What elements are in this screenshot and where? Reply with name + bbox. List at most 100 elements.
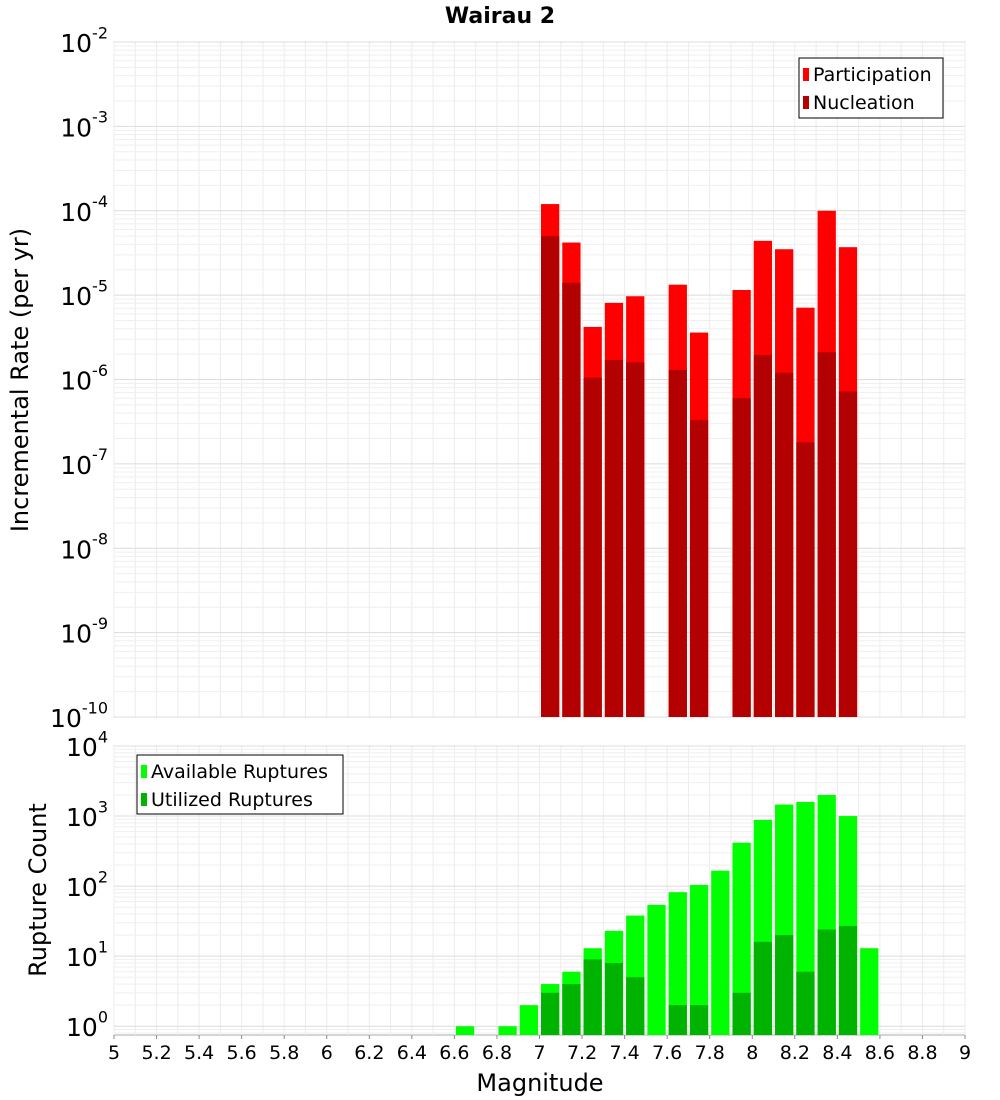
y-tick-label: 10-5 <box>60 276 108 311</box>
x-tick-label: 5.2 <box>141 1042 171 1064</box>
x-tick-label: 7.8 <box>695 1042 725 1064</box>
y-tick-label: 10-10 <box>50 698 108 733</box>
tick-exponent: -7 <box>92 445 108 464</box>
bar <box>647 904 666 1035</box>
y-tick-label: 10-3 <box>60 108 108 143</box>
x-tick-label: 5.8 <box>269 1042 299 1064</box>
bar <box>711 870 730 1035</box>
x-tick-label: 6.6 <box>439 1042 469 1064</box>
x-tick-label: 6.8 <box>482 1042 512 1064</box>
bar <box>753 941 773 1035</box>
x-axis-label: Magnitude <box>476 1069 603 1097</box>
legend-swatch <box>141 765 147 778</box>
bar <box>626 977 645 1035</box>
bar <box>817 352 836 717</box>
x-tick-label: 7.6 <box>652 1042 682 1064</box>
legend-label: Nucleation <box>813 92 915 114</box>
top-bars <box>541 204 858 718</box>
tick-base: 10 <box>60 198 92 227</box>
bar <box>668 1005 687 1035</box>
x-tick-label: 7.4 <box>609 1042 639 1064</box>
tick-base: 10 <box>66 943 98 972</box>
bar <box>732 398 751 717</box>
y-tick-label: 103 <box>66 797 108 832</box>
legend-label: Participation <box>813 64 932 86</box>
bar <box>689 420 709 717</box>
legend-label: Available Ruptures <box>151 761 328 783</box>
y-tick-label: 10-2 <box>60 23 108 58</box>
tick-exponent: 0 <box>98 1007 108 1026</box>
bottom-y-axis-label: Rupture Count <box>24 803 52 977</box>
bar <box>775 935 794 1035</box>
x-tick-label: 9 <box>959 1042 971 1064</box>
chart-title: Wairau 2 <box>445 4 555 29</box>
tick-exponent: -9 <box>92 614 108 633</box>
tick-exponent: -10 <box>82 698 108 717</box>
bar <box>796 442 815 717</box>
x-tick-label: 8.2 <box>780 1042 810 1064</box>
bar <box>583 377 602 717</box>
bar <box>541 236 560 717</box>
tick-base: 10 <box>60 451 92 480</box>
x-tick-label: 6 <box>321 1042 333 1064</box>
tick-base: 10 <box>66 1013 98 1042</box>
x-tick-label: 5 <box>108 1042 120 1064</box>
x-tick-label: 8.8 <box>907 1042 937 1064</box>
x-tick-label: 6.4 <box>397 1042 427 1064</box>
y-tick-label: 10-8 <box>60 530 108 565</box>
tick-base: 10 <box>60 367 92 396</box>
tick-exponent: -2 <box>92 23 108 42</box>
legend-box <box>798 57 944 119</box>
bar <box>689 1005 709 1035</box>
tick-base: 10 <box>60 29 92 58</box>
tick-base: 10 <box>66 873 98 902</box>
tick-base: 10 <box>50 704 82 733</box>
bar <box>689 884 709 1035</box>
bar <box>775 372 794 717</box>
x-tick-label: 8.4 <box>822 1042 852 1064</box>
tick-exponent: 2 <box>98 867 108 886</box>
x-tick-label: 7 <box>533 1042 545 1064</box>
tick-exponent: -3 <box>92 108 108 127</box>
y-tick-label: 10-6 <box>60 361 108 396</box>
tick-exponent: 1 <box>98 937 108 956</box>
bar <box>860 948 879 1035</box>
tick-base: 10 <box>60 282 92 311</box>
bar <box>626 362 645 717</box>
bar <box>562 282 581 717</box>
tick-exponent: 3 <box>98 797 108 816</box>
x-tick-label: 7.2 <box>567 1042 597 1064</box>
tick-exponent: 4 <box>98 727 108 746</box>
x-ticks: 5 5.2 5.4 5.6 5.8 6 6.2 6.4 6.6 6.8 7 7.2 7.4 7.6 7.8 8… <box>108 1035 971 1064</box>
bar <box>519 1005 538 1035</box>
tick-base: 10 <box>66 803 98 832</box>
bar <box>838 391 858 717</box>
bar <box>732 992 751 1035</box>
tick-exponent: -4 <box>92 192 108 211</box>
x-tick-label: 5.6 <box>227 1042 257 1064</box>
y-tick-label: 101 <box>66 937 108 972</box>
bar <box>838 925 858 1035</box>
bar <box>668 892 687 1035</box>
bar <box>498 1026 517 1035</box>
bar <box>604 962 624 1035</box>
bar <box>583 959 602 1035</box>
tick-exponent: -6 <box>92 361 108 380</box>
bar <box>604 360 624 717</box>
bar <box>817 929 836 1035</box>
bar <box>562 984 581 1035</box>
x-tick-label: 5.4 <box>184 1042 214 1064</box>
tick-base: 10 <box>60 620 92 649</box>
tick-base: 10 <box>60 535 92 564</box>
bar <box>753 355 773 717</box>
x-tick-label: 8 <box>746 1042 758 1064</box>
y-tick-label: 10-9 <box>60 614 108 649</box>
bar <box>796 971 815 1035</box>
tick-exponent: -8 <box>92 530 108 549</box>
bar <box>541 992 560 1035</box>
x-tick-label: 6.2 <box>354 1042 384 1064</box>
